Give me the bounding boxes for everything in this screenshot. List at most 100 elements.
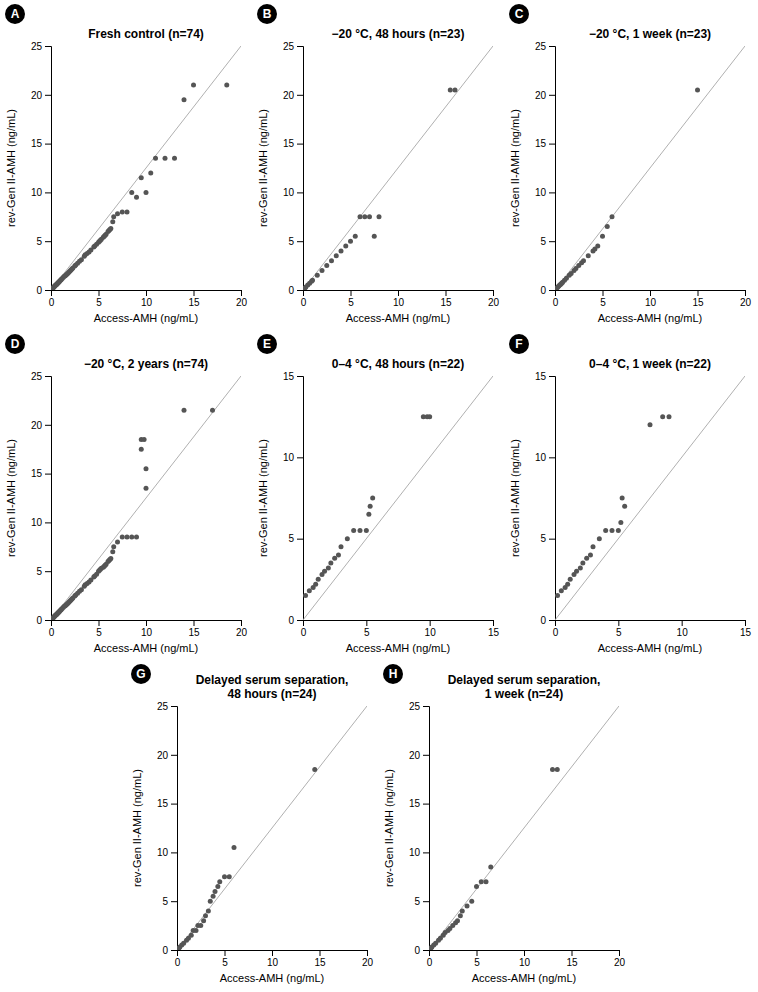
- x-tick-label: 0: [49, 627, 55, 638]
- point: [316, 577, 321, 582]
- point: [189, 933, 194, 938]
- x-tick-label: 0: [553, 297, 559, 308]
- x-tick-label: 0: [301, 627, 307, 638]
- point: [458, 913, 463, 918]
- badge-circle: [5, 4, 25, 24]
- y-axis: 0510152025: [31, 371, 52, 626]
- x-tick: 0: [553, 290, 559, 308]
- panel-title: 0–4 °C, 48 hours (n=22): [332, 357, 465, 371]
- y-tick: 0: [540, 615, 555, 626]
- y-axis-title: rev-Gen II-AMH (ng/mL): [5, 109, 17, 227]
- badge-label: E: [263, 337, 271, 351]
- point: [584, 556, 589, 561]
- y-tick-label: 10: [157, 847, 169, 858]
- point: [134, 195, 139, 200]
- y-tick: 20: [157, 750, 177, 761]
- point: [620, 496, 625, 501]
- y-tick-label: 20: [31, 90, 43, 101]
- x-tick-label: 15: [188, 627, 200, 638]
- x-tick-label: 15: [740, 627, 752, 638]
- point: [580, 561, 585, 566]
- y-axis-line: [45, 377, 52, 621]
- x-axis: 051015: [301, 620, 500, 638]
- point: [120, 535, 125, 540]
- point: [578, 565, 583, 570]
- point: [129, 535, 134, 540]
- point: [210, 408, 215, 413]
- y-tick-mark: [297, 290, 303, 291]
- badge-circle: [509, 334, 529, 354]
- y-tick-label: 5: [414, 896, 420, 907]
- point: [474, 884, 479, 889]
- y-axis: 0510152025: [31, 41, 52, 296]
- x-axis-line: [556, 291, 746, 297]
- point: [215, 884, 220, 889]
- point: [111, 544, 116, 549]
- point: [142, 437, 147, 442]
- x-axis: 05101520: [427, 950, 626, 968]
- point: [660, 414, 665, 419]
- y-tick: 15: [535, 138, 555, 149]
- y-tick: 25: [157, 701, 177, 712]
- y-tick: 20: [31, 420, 51, 431]
- x-tick-label: 5: [364, 627, 370, 638]
- x-tick: 0: [553, 620, 559, 638]
- x-tick: 5: [222, 950, 228, 968]
- point: [460, 908, 465, 913]
- point: [364, 528, 369, 533]
- panel: 051015200510152025Access-AMH (ng/mL)rev-…: [257, 4, 499, 324]
- badge-label: H: [389, 667, 398, 681]
- x-axis-title: Access-AMH (ng/mL): [220, 972, 325, 984]
- point: [555, 593, 560, 598]
- badge-label: G: [136, 667, 145, 681]
- y-tick-label: 25: [31, 371, 43, 382]
- point: [332, 556, 337, 561]
- y-tick-mark: [549, 241, 555, 242]
- y-tick-label: 0: [540, 285, 546, 296]
- y-tick-label: 5: [288, 533, 294, 544]
- y-tick: 15: [31, 138, 51, 149]
- point: [139, 175, 144, 180]
- x-tick-label: 0: [49, 297, 55, 308]
- point: [568, 577, 573, 582]
- y-tick-label: 0: [162, 945, 168, 956]
- x-tick: 20: [740, 290, 752, 308]
- x-tick: 0: [175, 950, 181, 968]
- x-tick: 10: [645, 290, 657, 308]
- point: [125, 535, 130, 540]
- panel-badge: A: [5, 4, 25, 24]
- badge-circle: [5, 334, 25, 354]
- point: [201, 918, 206, 923]
- x-tick: 10: [519, 950, 531, 968]
- y-tick: 15: [157, 798, 177, 809]
- point: [125, 209, 130, 214]
- x-tick: 20: [488, 290, 500, 308]
- y-tick: 5: [414, 896, 429, 907]
- point: [345, 536, 350, 541]
- point: [329, 258, 334, 263]
- panel-badge: E: [257, 334, 277, 354]
- y-tick-label: 10: [535, 187, 547, 198]
- x-tick: 15: [188, 620, 200, 638]
- y-tick-label: 10: [31, 187, 43, 198]
- point: [144, 466, 149, 471]
- y-axis: 0510152025: [157, 701, 178, 956]
- point: [559, 588, 564, 593]
- y-tick-label: 0: [36, 285, 42, 296]
- y-tick-mark: [45, 46, 51, 47]
- y-tick-mark: [297, 95, 303, 96]
- x-tick-mark: [446, 290, 447, 296]
- y-tick-label: 15: [31, 138, 43, 149]
- x-tick-mark: [99, 620, 100, 626]
- x-tick-label: 0: [427, 957, 433, 968]
- x-tick-mark: [619, 950, 620, 956]
- x-axis: 05101520: [301, 290, 500, 308]
- x-tick-label: 0: [175, 957, 181, 968]
- x-axis-title: Access-AMH (ng/mL): [94, 312, 199, 324]
- reference-line: [51, 46, 241, 290]
- x-tick-label: 5: [96, 627, 102, 638]
- y-tick-label: 5: [540, 236, 546, 247]
- point: [455, 918, 460, 923]
- point: [555, 767, 560, 772]
- point: [328, 561, 333, 566]
